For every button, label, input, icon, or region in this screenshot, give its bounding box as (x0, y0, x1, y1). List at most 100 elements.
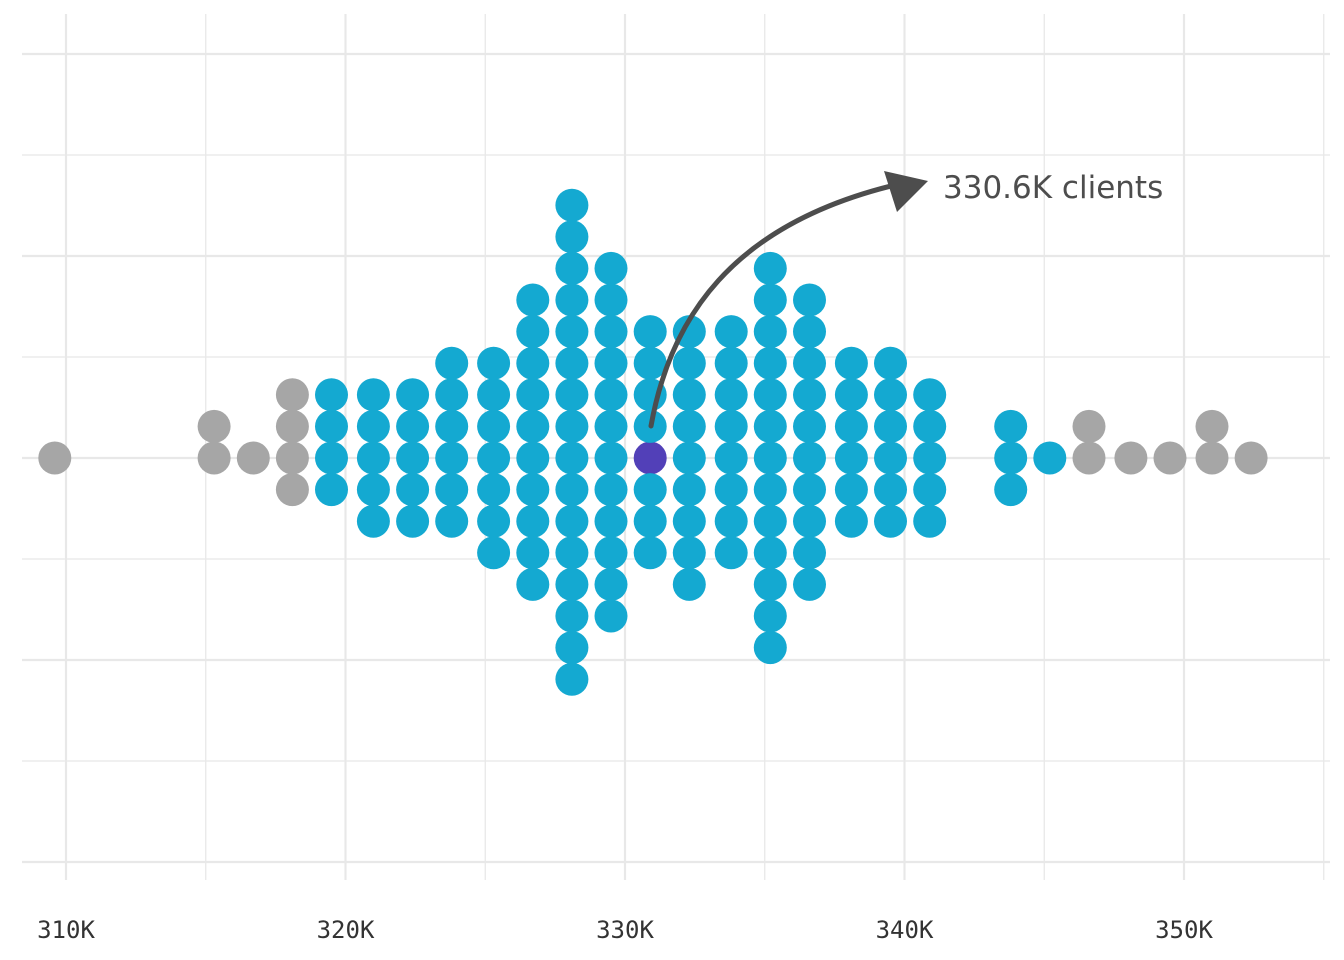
data-dot (594, 441, 628, 475)
data-dot (555, 346, 589, 380)
outlier-dot (275, 378, 309, 412)
data-dot (753, 536, 787, 570)
data-dot (834, 504, 868, 538)
data-dot (753, 441, 787, 475)
data-dot (435, 441, 469, 475)
data-dot (555, 251, 589, 285)
data-dot (594, 536, 628, 570)
data-dot (753, 251, 787, 285)
data-dot (834, 346, 868, 380)
data-dot (516, 504, 550, 538)
data-dot (555, 188, 589, 222)
data-dot (555, 473, 589, 507)
data-dot (594, 409, 628, 443)
data-dot (913, 409, 947, 443)
data-dot (793, 473, 826, 507)
data-dot (874, 504, 907, 538)
outlier-dot (38, 441, 72, 475)
data-dot (793, 346, 826, 380)
data-dot (913, 504, 947, 538)
data-dot (714, 441, 748, 475)
data-dot (315, 409, 348, 443)
data-dot (793, 504, 826, 538)
data-dot (793, 441, 826, 475)
outlier-dot (197, 441, 231, 475)
data-dot (714, 346, 748, 380)
x-tick-label: 340K (876, 916, 934, 944)
data-dot (913, 473, 947, 507)
data-dot (555, 409, 589, 443)
data-dot (555, 631, 589, 665)
x-tick-label: 330K (596, 916, 654, 944)
data-dot (714, 504, 748, 538)
outlier-dot (1195, 409, 1229, 443)
data-dot (315, 441, 348, 475)
annotation-arrowhead (884, 171, 928, 212)
data-dot (356, 409, 390, 443)
data-dot (753, 567, 787, 601)
data-dot (672, 378, 706, 412)
data-dot (555, 315, 589, 349)
data-dot (477, 346, 511, 380)
data-dot (793, 315, 826, 349)
outlier-dot (1072, 409, 1106, 443)
outlier-dot (1195, 441, 1229, 475)
data-dot (714, 315, 748, 349)
data-dot (633, 536, 667, 570)
annotation-arrow-line (648, 182, 898, 429)
data-dot (396, 473, 430, 507)
data-dot (555, 599, 589, 633)
data-dot (672, 536, 706, 570)
data-dot (555, 662, 589, 696)
data-dot (714, 378, 748, 412)
data-dot (874, 409, 907, 443)
data-dot (516, 536, 550, 570)
outlier-dot (1114, 441, 1148, 475)
data-dot (396, 441, 430, 475)
data-dot (477, 473, 511, 507)
data-dot (672, 473, 706, 507)
data-dot (555, 536, 589, 570)
data-dot (594, 567, 628, 601)
data-dot (396, 409, 430, 443)
annotation-label: 330.6K clients (943, 170, 1163, 206)
data-dot (793, 536, 826, 570)
outlier-dot (1153, 441, 1187, 475)
data-dot (435, 504, 469, 538)
data-dot (793, 378, 826, 412)
x-axis: 310K 320K 330K 340K 350K (37, 916, 1213, 944)
data-dot (753, 631, 787, 665)
data-dot (396, 378, 430, 412)
x-tick-label: 320K (317, 916, 375, 944)
data-dot (516, 283, 550, 317)
data-dot (753, 473, 787, 507)
x-tick-label: 310K (37, 916, 95, 944)
data-dot (633, 315, 667, 349)
data-dot (516, 409, 550, 443)
data-dot (555, 504, 589, 538)
data-dot (994, 409, 1028, 443)
data-dot (874, 473, 907, 507)
data-dot (555, 567, 589, 601)
data-dot (435, 409, 469, 443)
data-dot (714, 536, 748, 570)
data-dot (594, 315, 628, 349)
data-dot (555, 283, 589, 317)
data-dot (516, 346, 550, 380)
data-dot (356, 473, 390, 507)
data-dot (516, 567, 550, 601)
data-dot (594, 378, 628, 412)
data-dot (435, 473, 469, 507)
data-dot (594, 251, 628, 285)
data-dot (994, 473, 1028, 507)
data-dot (477, 536, 511, 570)
data-dot (396, 504, 430, 538)
data-dot (477, 504, 511, 538)
data-dot (594, 599, 628, 633)
data-dot (672, 409, 706, 443)
x-tick-label: 350K (1155, 916, 1213, 944)
data-dot (555, 378, 589, 412)
outlier-dot (275, 473, 309, 507)
data-dot (793, 567, 826, 601)
data-dot (633, 346, 667, 380)
